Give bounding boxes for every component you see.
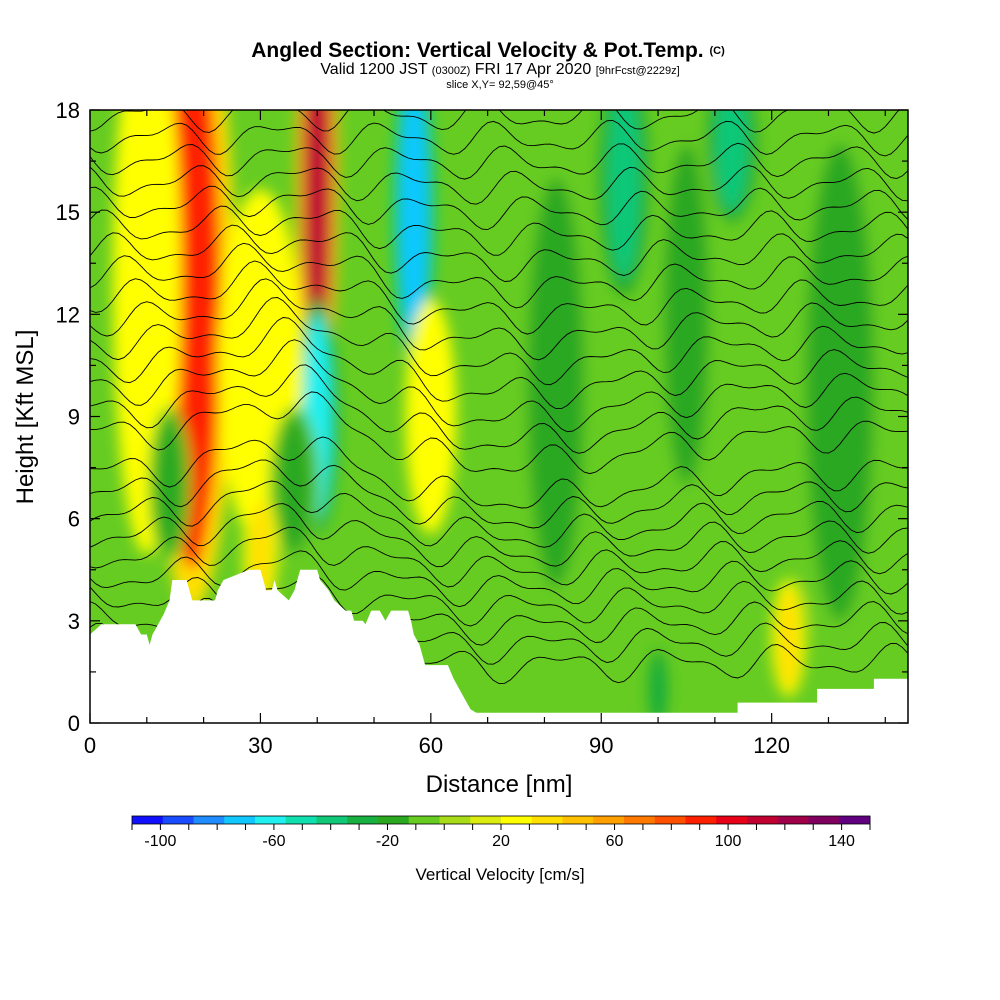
y-axis-label: Height [Kft MSL]: [12, 330, 39, 505]
colorbar-tick-label: 140: [828, 833, 855, 850]
colorbar-swatch: [255, 816, 287, 824]
colorbar-swatch: [224, 816, 256, 824]
colorbar-swatch: [562, 816, 594, 824]
velocity-core: [124, 110, 170, 519]
x-tick-label: 120: [753, 733, 790, 758]
chart-slice-label: slice X,Y= 92,59@45°: [446, 79, 554, 91]
y-axis: 0 3 6 9 12 15 18: [56, 98, 908, 736]
colorbar-swatch: [685, 816, 717, 824]
colorbar-swatch: [347, 816, 379, 824]
y-tick-label: 15: [56, 200, 80, 225]
vertical-velocity-field: [112, 110, 891, 723]
colorbar-swatch: [162, 816, 194, 824]
velocity-core: [777, 586, 801, 689]
colorbar-tick-label: 20: [492, 833, 510, 850]
x-tick-label: 60: [419, 733, 443, 758]
colorbar-swatch: [531, 816, 563, 824]
theta-contour: [90, 242, 908, 309]
colorbar-tick-label: -60: [262, 833, 285, 850]
colorbar-swatch: [193, 816, 225, 824]
theta-contour: [90, 205, 908, 256]
velocity-core: [714, 110, 749, 213]
colorbar-swatch: [285, 816, 317, 824]
theta-contour: [90, 436, 908, 509]
y-tick-label: 3: [68, 609, 80, 634]
velocity-core: [155, 416, 184, 553]
theta-contour: [90, 459, 908, 529]
theta-contour: [90, 142, 908, 180]
colorbar-swatch: [593, 816, 625, 824]
colorbar-swatch: [132, 816, 164, 824]
colorbar-tick-label: -20: [376, 833, 399, 850]
plot-area: [90, 110, 908, 723]
terrain-mask: [90, 569, 908, 723]
theta-contour: [90, 503, 908, 568]
potential-temperature-contours: [90, 110, 908, 685]
colorbar-swatch: [716, 816, 748, 824]
chart-title: Angled Section: Vertical Velocity & Pot.…: [251, 39, 725, 62]
theta-contour: [90, 165, 908, 205]
theta-contour: [90, 119, 908, 157]
colorbar-swatch: [439, 816, 471, 824]
theta-contour: [90, 224, 908, 282]
colorbar-label: Vertical Velocity [cm/s]: [415, 865, 584, 884]
colorbar: -100 -60 -20 20 60 100 140: [131, 815, 871, 850]
velocity-core: [805, 144, 874, 621]
theta-contour: [90, 260, 908, 335]
theta-contour: [90, 339, 908, 433]
colorbar-swatch: [808, 816, 840, 824]
colorbar-tick-label: 100: [715, 833, 742, 850]
colorbar-swatch: [470, 816, 502, 824]
x-axis: 0 30 60 90 120: [84, 110, 886, 758]
theta-contour: [90, 317, 908, 410]
y-tick-label: 18: [56, 98, 80, 123]
colorbar-swatch: [747, 816, 779, 824]
y-tick-label: 12: [56, 302, 80, 327]
x-axis-label: Distance [nm]: [426, 771, 573, 798]
velocity-core: [606, 110, 642, 281]
y-tick-label: 0: [68, 711, 80, 736]
colorbar-tick-label: -100: [144, 833, 176, 850]
x-tick-label: 0: [84, 733, 96, 758]
y-tick-label: 9: [68, 405, 80, 430]
velocity-core: [663, 144, 710, 485]
x-tick-label: 90: [589, 733, 613, 758]
theta-contour: [90, 364, 908, 454]
colorbar-swatch: [408, 816, 440, 824]
theta-contour: [90, 185, 908, 231]
velocity-core: [399, 110, 428, 349]
y-tick-label: 6: [68, 507, 80, 532]
theta-contour: [90, 391, 908, 475]
chart-subtitle-valid: Valid 1200 JST (0300Z) FRI 17 Apr 2020 […: [320, 61, 679, 78]
colorbar-swatch: [654, 816, 686, 824]
theta-contour: [90, 278, 908, 361]
colorbar-tick-label: 60: [606, 833, 624, 850]
theta-contour: [90, 297, 908, 386]
theta-contour: [90, 480, 908, 548]
velocity-core: [651, 654, 665, 723]
colorbar-swatch: [378, 816, 410, 824]
colorbar-swatch: [777, 816, 809, 824]
colorbar-swatch: [624, 816, 656, 824]
x-tick-label: 30: [248, 733, 272, 758]
colorbar-swatch: [501, 816, 533, 824]
colorbar-swatch: [839, 816, 871, 824]
theta-contour: [90, 526, 908, 588]
theta-contour: [90, 110, 900, 134]
colorbar-swatch: [316, 816, 348, 824]
